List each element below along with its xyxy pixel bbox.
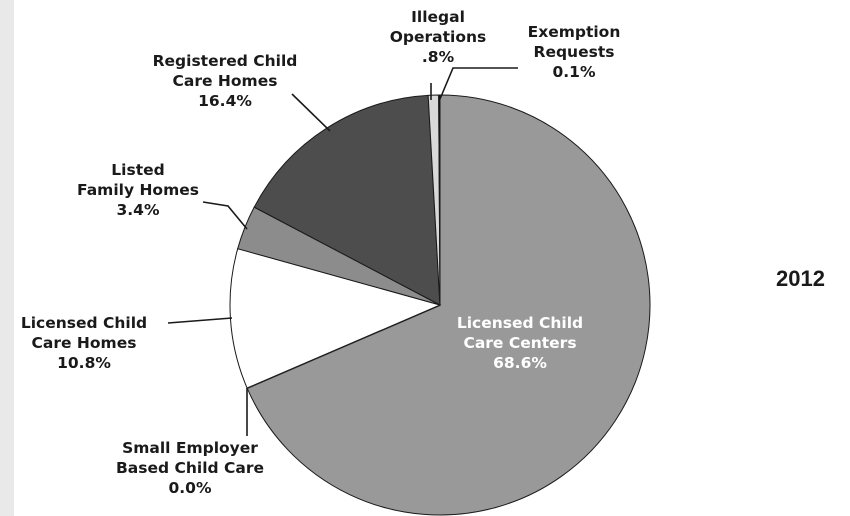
slice-name-line-licensed-child-care-centers: Licensed Child [457, 314, 583, 332]
leader-line-registered-child-care-homes [291, 93, 331, 132]
slice-value-illegal-operations: .8% [422, 48, 455, 66]
pie-slice-licensed-child-care-centers [246, 94, 651, 516]
leader-line-listed-family-homes [202, 201, 248, 230]
pie-slices [229, 94, 651, 516]
pie-slice-licensed-child-care-homes [229, 248, 442, 389]
slice-label-registered-child-care-homes: Registered Child Care Homes 16.4% [153, 52, 298, 110]
slice-name-line-licensed-child-care-centers: Care Centers [463, 334, 576, 352]
leader-line-exemption-requests [439, 67, 518, 100]
slice-value-listed-family-homes: 3.4% [117, 201, 160, 219]
slice-name-line-illegal-operations: Operations [390, 28, 487, 46]
slice-label-small-employer-based-child-care: Small Employer Based Child Care 0.0% [116, 439, 264, 497]
slice-name-line-listed-family-homes: Family Homes [77, 181, 199, 199]
slice-name-line-exemption-requests: Exemption [528, 23, 621, 41]
slice-value-small-employer-based-child-care: 0.0% [169, 479, 212, 497]
slice-name-line-registered-child-care-homes: Care Homes [173, 72, 278, 90]
slice-name-line-listed-family-homes: Listed [111, 161, 164, 179]
slice-name-line-exemption-requests: Requests [534, 43, 615, 61]
slice-name-line-licensed-child-care-homes: Licensed Child [21, 314, 147, 332]
leader-line-licensed-child-care-homes [167, 317, 233, 324]
slice-value-licensed-child-care-centers: 68.6% [493, 354, 547, 372]
slice-labels: Licensed Child Care Centers 68.6% Small Emp… [21, 8, 621, 497]
slice-value-licensed-child-care-homes: 10.8% [57, 354, 111, 372]
slice-label-licensed-child-care-centers: Licensed Child Care Centers 68.6% [457, 314, 583, 372]
slice-name-line-registered-child-care-homes: Registered Child [153, 52, 298, 70]
slice-label-licensed-child-care-homes: Licensed Child Care Homes 10.8% [21, 314, 147, 372]
slice-name-line-licensed-child-care-homes: Care Homes [32, 334, 137, 352]
pie-slice-exemption-requests [438, 94, 441, 306]
slice-label-illegal-operations: Illegal Operations .8% [390, 8, 487, 66]
slice-name-line-small-employer-based-child-care: Based Child Care [116, 459, 264, 477]
slice-label-exemption-requests: Exemption Requests 0.1% [528, 23, 621, 81]
slice-label-listed-family-homes: Listed Family Homes 3.4% [77, 161, 199, 219]
slice-value-exemption-requests: 0.1% [553, 63, 596, 81]
slice-name-line-small-employer-based-child-care: Small Employer [122, 439, 258, 457]
slice-value-registered-child-care-homes: 16.4% [198, 92, 252, 110]
left-margin-strip [0, 0, 14, 516]
leader-lines [167, 67, 518, 436]
year-label: 2012 [776, 266, 825, 291]
slice-name-line-illegal-operations: Illegal [411, 8, 465, 26]
